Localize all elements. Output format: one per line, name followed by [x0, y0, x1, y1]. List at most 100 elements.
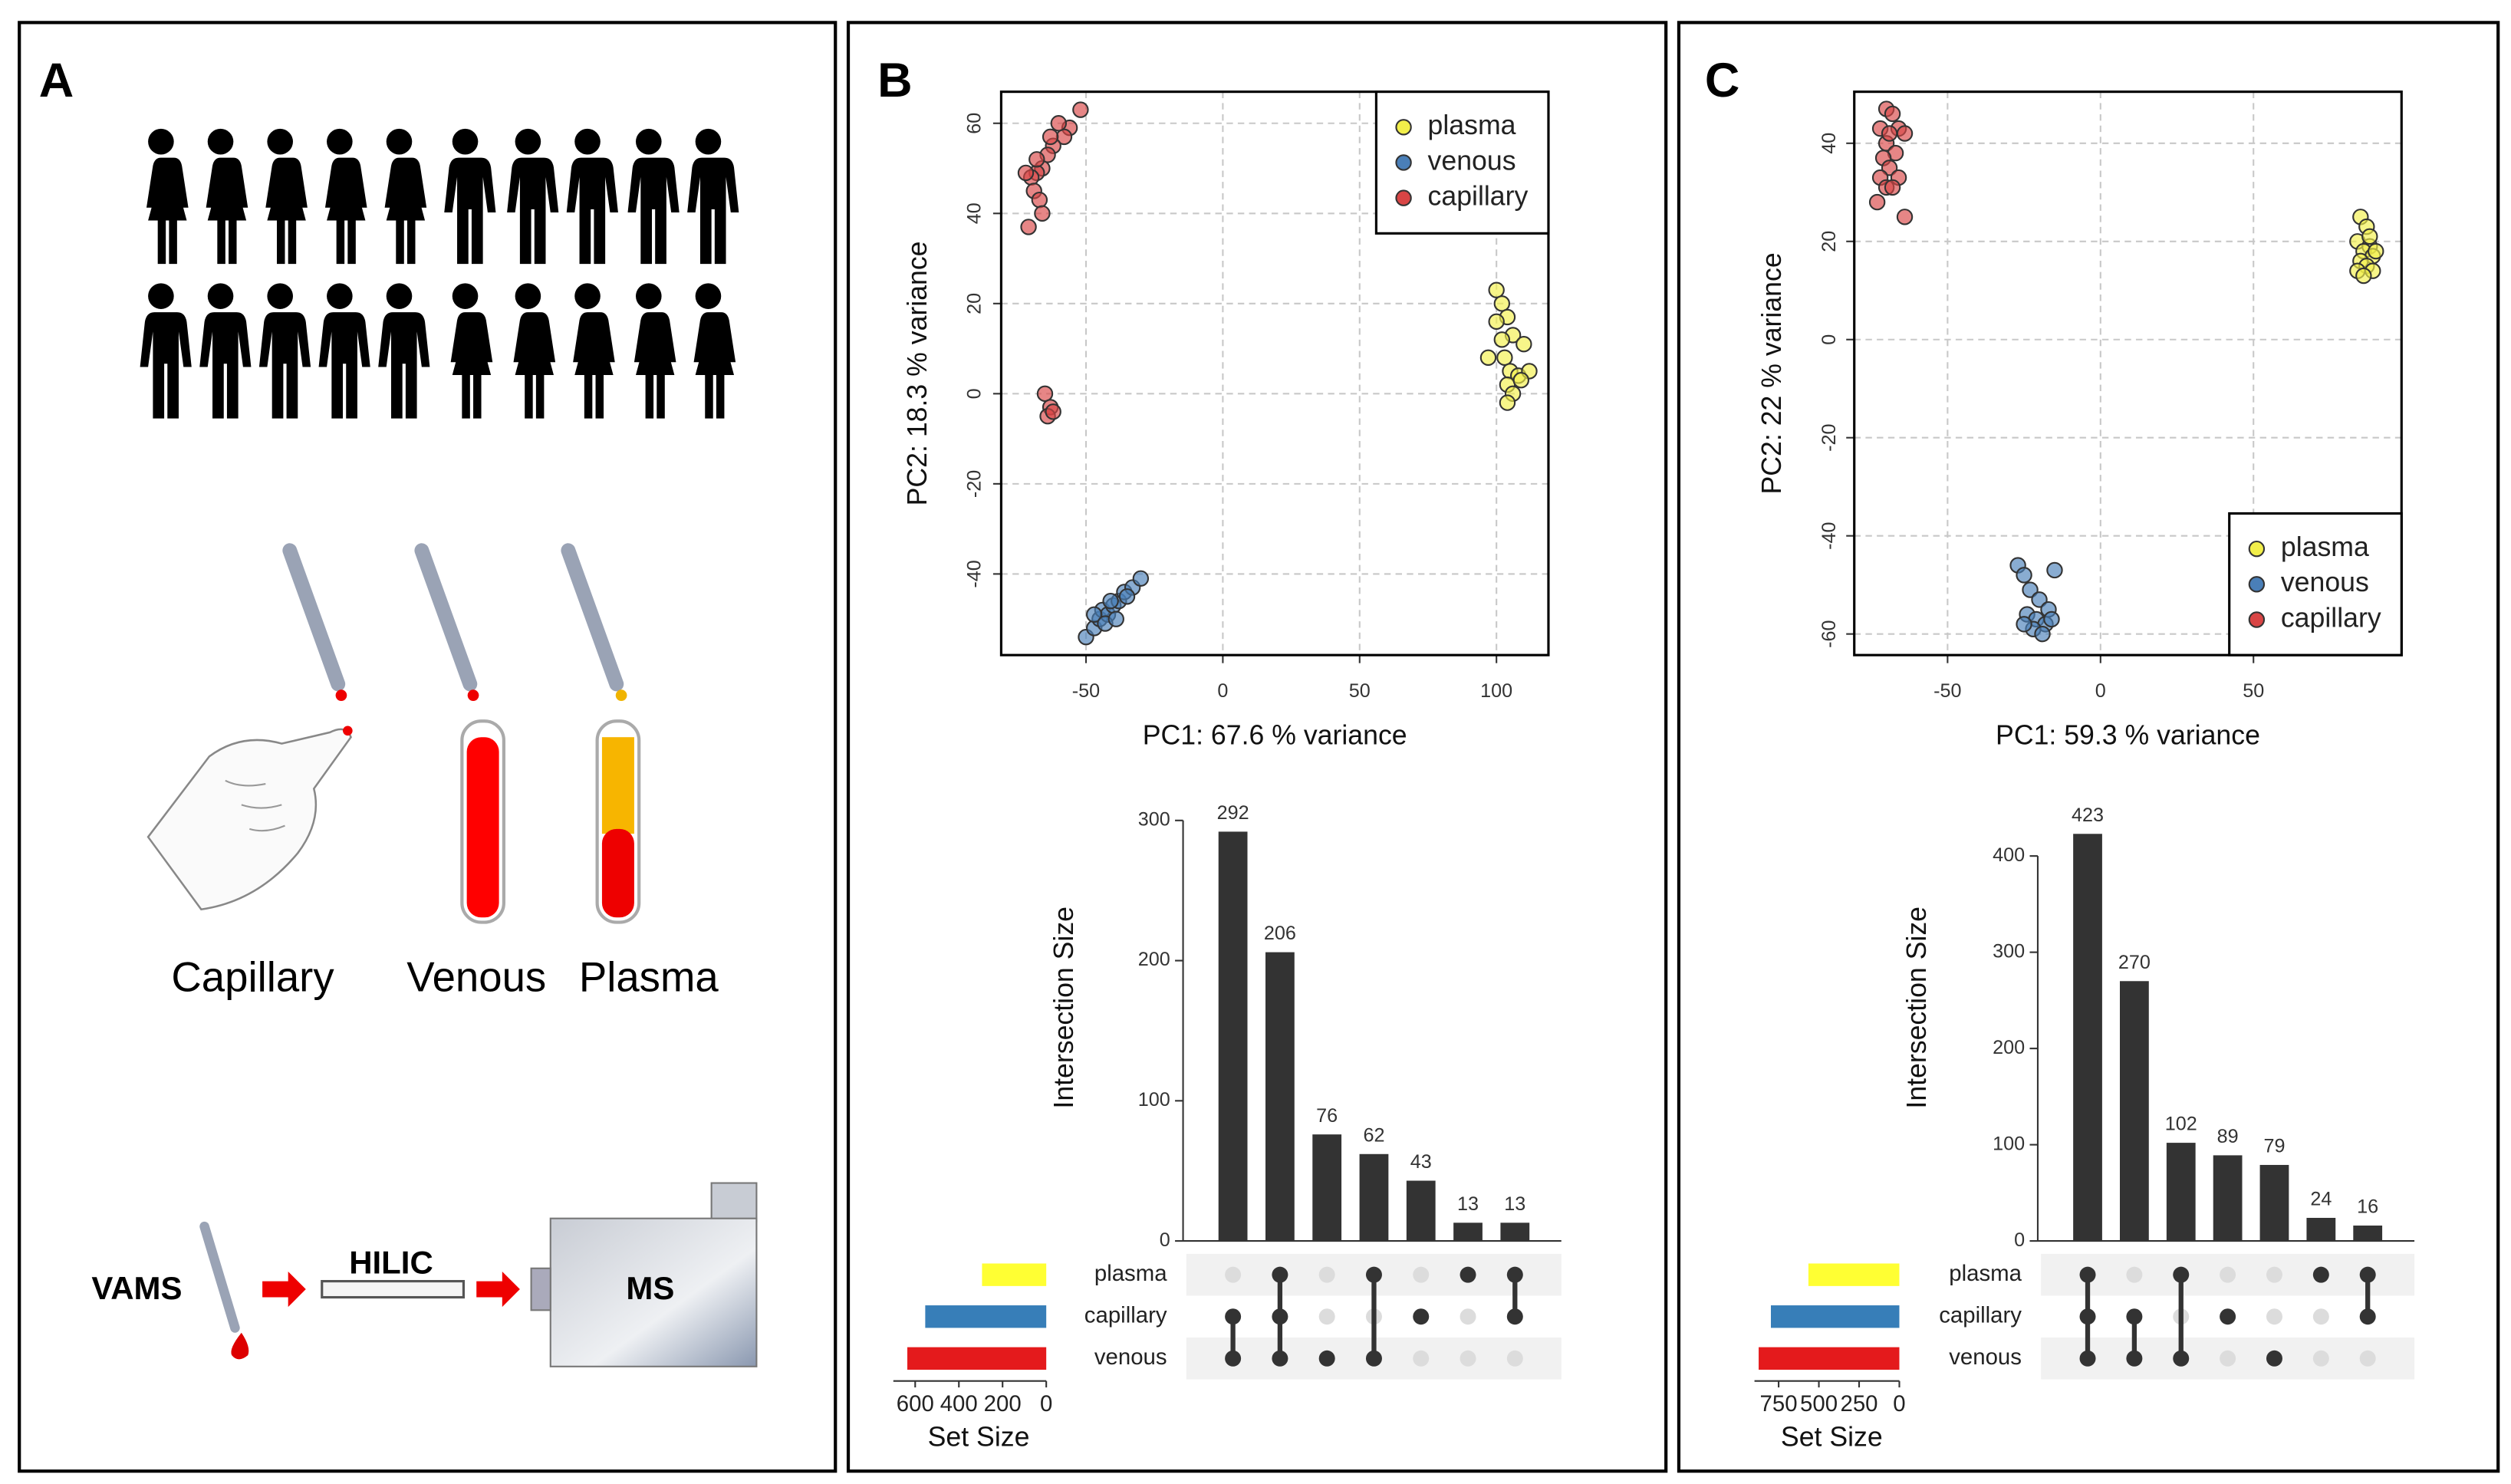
bar [1265, 952, 1295, 1242]
bar-label: 270 [2118, 952, 2151, 973]
ms-inlet [710, 1182, 758, 1222]
panel-label: A [39, 54, 74, 107]
y-axis-label: Intersection Size [1048, 907, 1079, 1109]
set-name: capillary [1939, 1303, 2022, 1328]
x-tick-label: 50 [1349, 680, 1371, 702]
y-tick-label: 100 [1993, 1133, 2025, 1154]
matrix-dot-empty [1413, 1350, 1430, 1367]
point [1042, 128, 1059, 146]
point [1896, 125, 1914, 142]
point [1031, 191, 1048, 209]
matrix-dot [1365, 1266, 1382, 1283]
drop [615, 689, 627, 701]
point [1107, 610, 1124, 627]
bar-label: 423 [2072, 805, 2104, 826]
legend-marker [1395, 189, 1412, 206]
legend-label: plasma [2281, 531, 2369, 562]
sample-label: Venous [406, 954, 546, 1001]
set-tick-label: 0 [1893, 1391, 1905, 1417]
step-label: VAMS [91, 1270, 182, 1306]
legend-marker [1395, 119, 1412, 136]
matrix-dot [1272, 1350, 1288, 1367]
matrix-dot-empty [2312, 1308, 2329, 1325]
matrix-dot-empty [1460, 1308, 1476, 1325]
legend-marker [2248, 611, 2266, 628]
matrix-dot-empty [2126, 1266, 2143, 1283]
y-tick-label: 100 [1138, 1089, 1170, 1111]
matrix-dot [2312, 1266, 2329, 1283]
step-label: MS [626, 1270, 674, 1306]
set-tick-label: 500 [1800, 1391, 1838, 1417]
y-tick-label: -60 [1818, 620, 1840, 647]
bar-label: 102 [2165, 1114, 2197, 1135]
drop [343, 726, 353, 736]
set-bar [1759, 1347, 1900, 1370]
x-tick-label: 0 [1217, 680, 1228, 702]
y-axis-label: PC2: 22 % variance [1756, 252, 1787, 494]
matrix-dot [2126, 1350, 2143, 1367]
matrix-dot-empty [2266, 1266, 2282, 1283]
bar [2073, 834, 2102, 1242]
point [1884, 179, 1901, 196]
y-tick-label: -20 [963, 470, 985, 498]
set-tick-label: 200 [984, 1391, 1022, 1417]
legend-label: capillary [1428, 181, 1529, 212]
matrix-dot [1225, 1308, 1242, 1325]
set-bar [907, 1347, 1047, 1370]
bar [2213, 1155, 2243, 1242]
point [1036, 385, 1054, 403]
matrix-dot [2173, 1350, 2190, 1367]
point [1050, 115, 1068, 132]
matrix-dot-empty [1413, 1266, 1430, 1283]
point [1118, 588, 1136, 605]
point [1072, 101, 1089, 118]
arrow [262, 1271, 306, 1308]
set-name: venous [1949, 1344, 2022, 1370]
matrix-dot [2359, 1308, 2376, 1325]
point [1086, 606, 1103, 623]
point [2355, 267, 2372, 285]
sampling: Capillary Venous Plasma [146, 543, 719, 1001]
bar [1218, 831, 1248, 1242]
sample-label: Capillary [171, 954, 334, 1001]
legend-marker [2248, 540, 2266, 558]
ms-box [549, 1217, 758, 1367]
y-tick-label: 200 [1138, 949, 1170, 970]
point [1496, 349, 1513, 367]
bar [2120, 981, 2149, 1242]
x-axis-label: PC1: 59.3 % variance [1996, 720, 2260, 751]
point [1028, 151, 1045, 168]
set-name: venous [1094, 1344, 1167, 1370]
tube-blood [601, 828, 634, 918]
set-name: capillary [1084, 1303, 1167, 1328]
matrix-dot [2079, 1308, 2096, 1325]
legend-label: capillary [2281, 602, 2381, 633]
y-tick-label: 40 [963, 202, 985, 224]
set-tick-label: 250 [1841, 1391, 1878, 1417]
matrix-dot [1272, 1266, 1288, 1283]
panel-frame [1677, 21, 2500, 1473]
matrix-dot-empty [1506, 1350, 1523, 1367]
bar-label: 292 [1217, 802, 1249, 824]
bar-label: 13 [1504, 1193, 1525, 1215]
matrix-dot-empty [2266, 1308, 2282, 1325]
point [1884, 105, 1901, 123]
set-bar [982, 1263, 1047, 1286]
y-tick-label: -40 [963, 560, 985, 587]
point [2034, 625, 2051, 643]
bar-label: 16 [2357, 1196, 2378, 1218]
point [1488, 313, 1505, 331]
matrix-dot-empty [2220, 1350, 2236, 1367]
plot-frame [1853, 90, 2403, 656]
charts: B -50 0 50 100 -40 -20 0 20 40 60 plasma venous capil… [877, 54, 2415, 1453]
bar [2259, 1164, 2289, 1242]
matrix-dot-empty [2359, 1350, 2376, 1367]
bar [2306, 1217, 2336, 1242]
bar-label: 24 [2310, 1189, 2332, 1210]
hand-lines [225, 779, 285, 832]
bar-label: 62 [1363, 1124, 1384, 1146]
set-name: plasma [1094, 1261, 1167, 1286]
vams-device [199, 1221, 240, 1333]
bar-label: 76 [1316, 1105, 1338, 1127]
matrix-dot [1460, 1266, 1476, 1283]
